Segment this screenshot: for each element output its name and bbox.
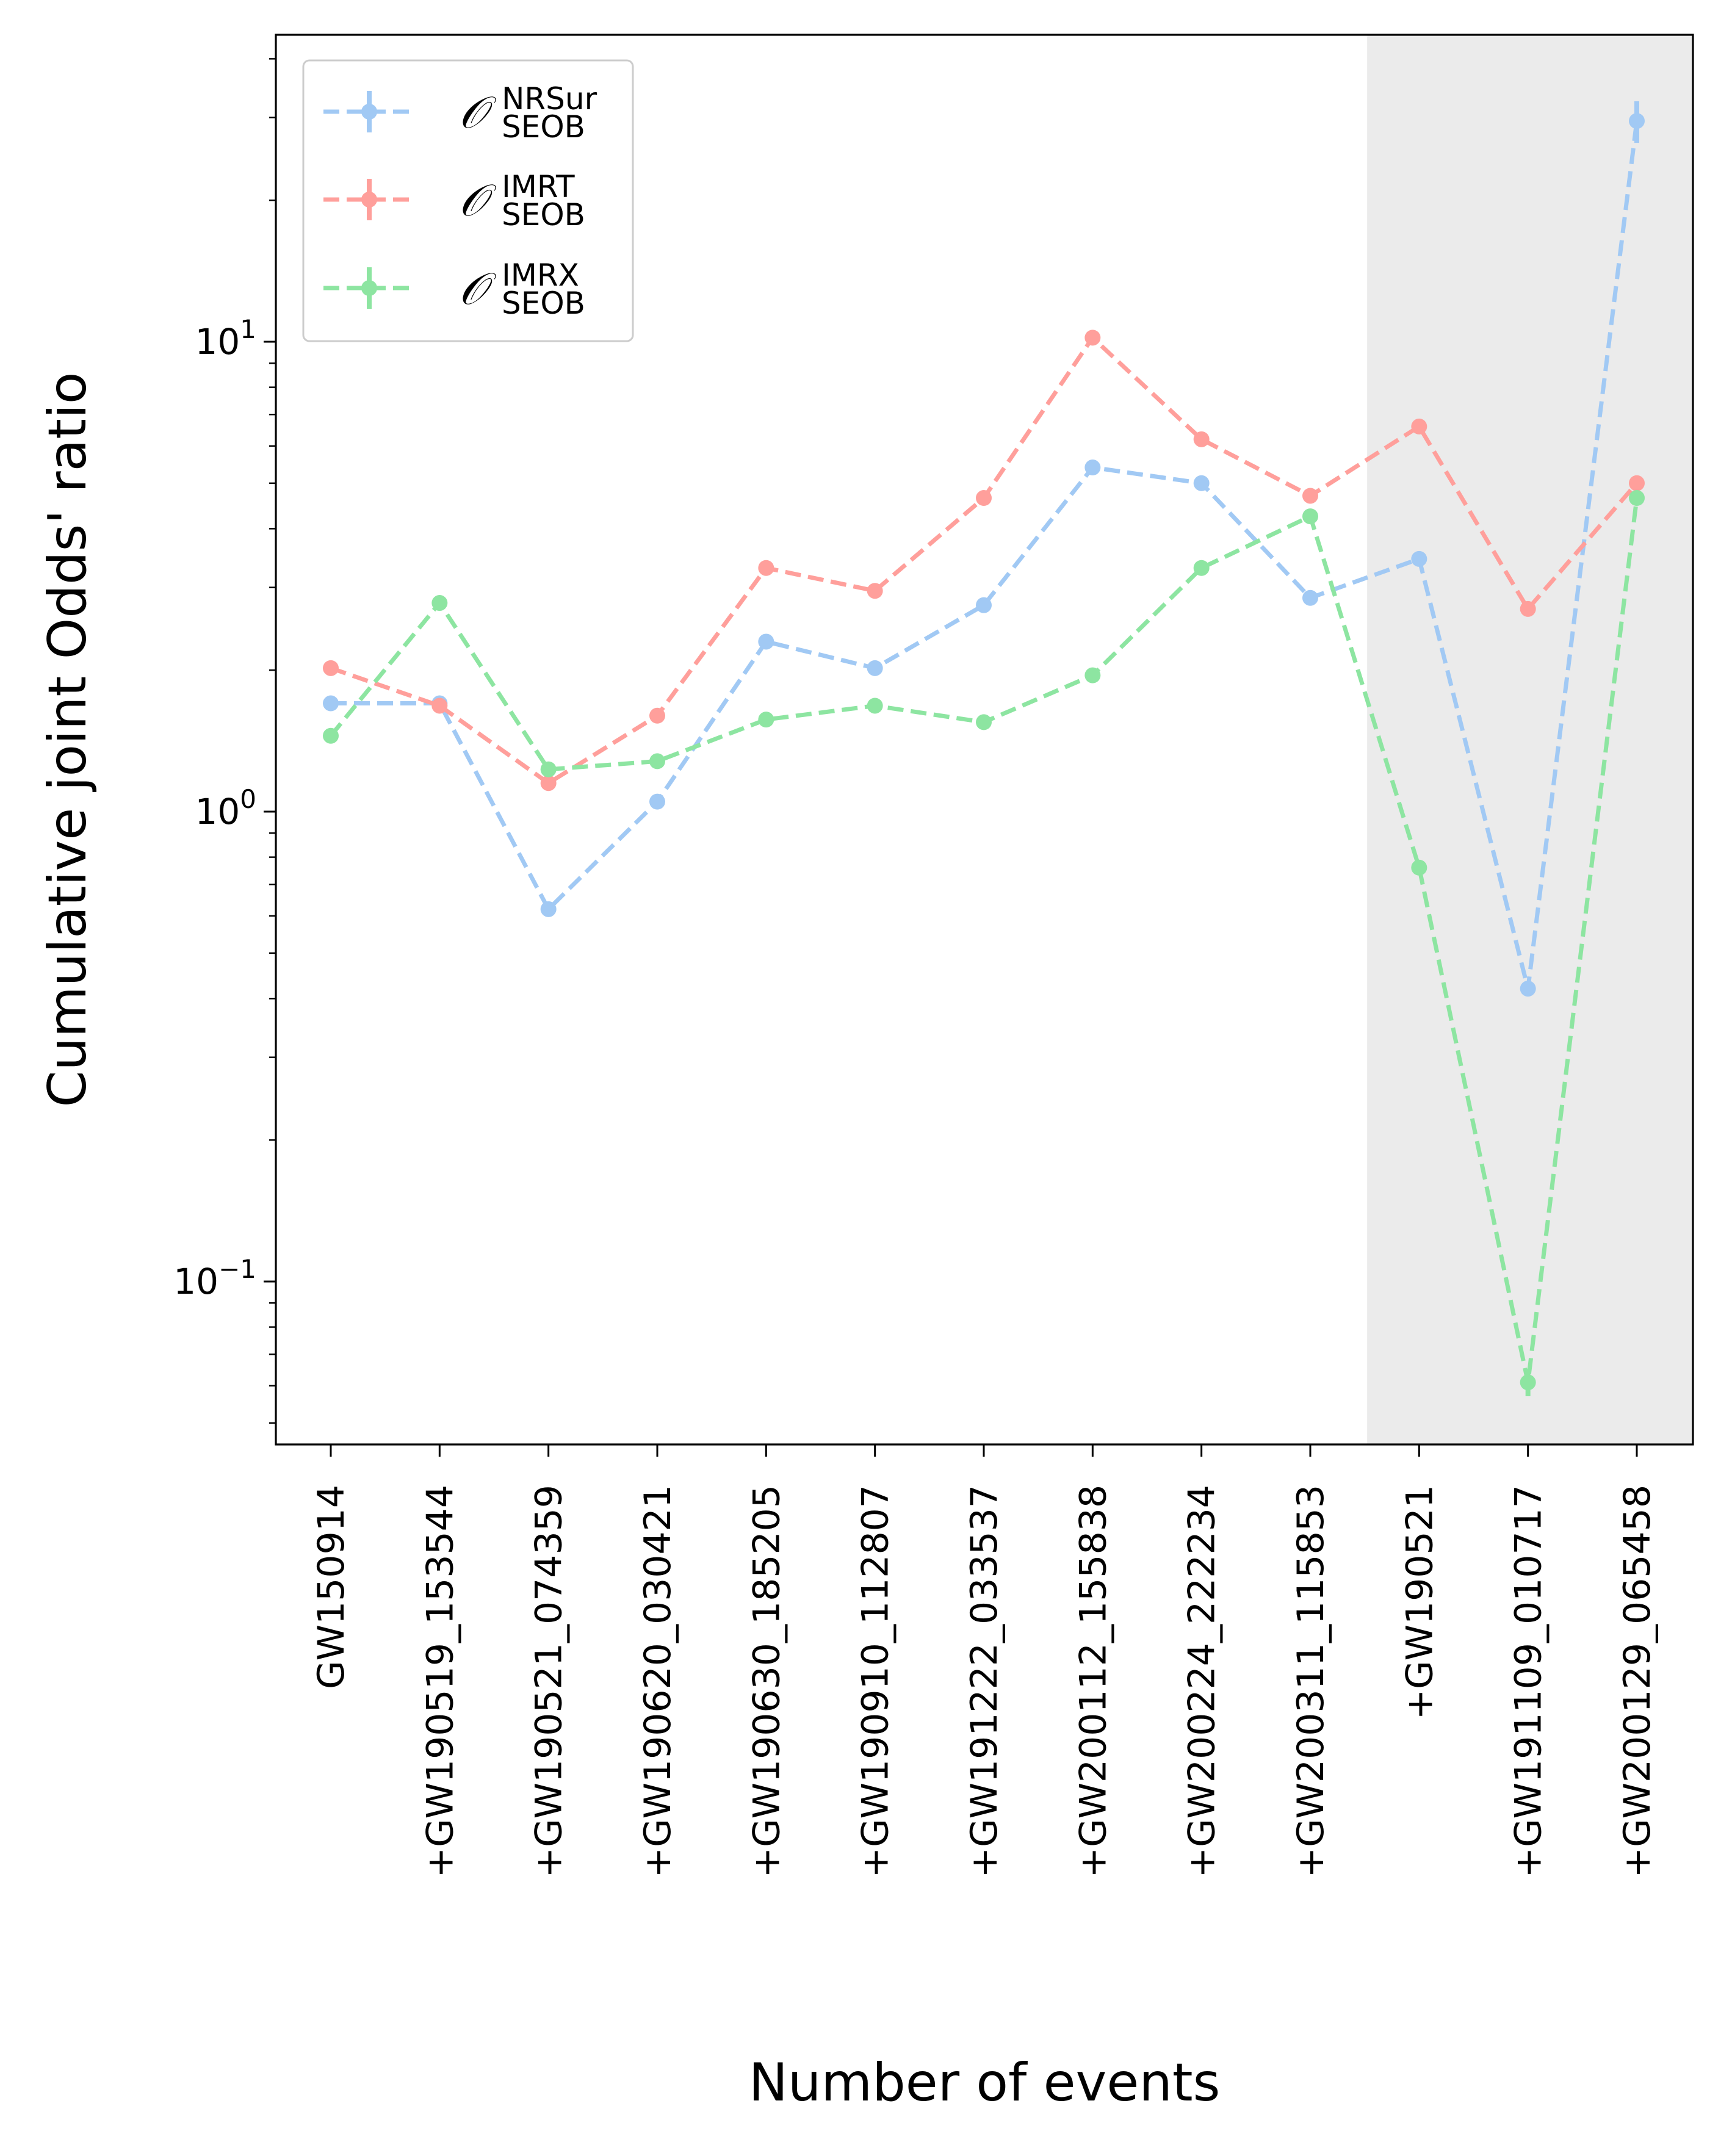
data-point — [431, 698, 448, 714]
x-tick-label: +GW190910_112807 — [854, 1485, 897, 1878]
legend-marker — [361, 192, 377, 207]
legend-superscript: IMRT — [502, 169, 575, 204]
data-point — [1302, 488, 1318, 504]
data-point — [1629, 490, 1645, 507]
data-point — [1520, 1374, 1536, 1391]
x-tick-label: +GW190521 — [1398, 1485, 1441, 1720]
data-point — [1629, 475, 1645, 491]
data-point — [758, 633, 774, 650]
axes-frame — [275, 34, 1694, 1446]
y-tick-label: 101 — [195, 314, 256, 362]
data-point — [1411, 859, 1427, 876]
data-point — [1411, 418, 1427, 434]
data-point — [1193, 431, 1210, 447]
data-point — [649, 793, 665, 810]
data-point — [758, 560, 774, 576]
data-point — [867, 660, 883, 676]
data-point — [1193, 560, 1210, 576]
legend-marker — [361, 104, 377, 120]
data-point — [1084, 330, 1101, 346]
data-point — [1520, 981, 1536, 997]
y-tick-exponent: 1 — [240, 314, 256, 344]
series-imrt — [323, 330, 1645, 791]
x-tick-label: +GW200311_115853 — [1290, 1485, 1332, 1878]
data-point — [1084, 667, 1101, 683]
series-imrx — [323, 490, 1645, 1396]
x-tick-label: +GW190630_185205 — [745, 1485, 788, 1878]
y-tick-exponent: −1 — [218, 1254, 256, 1284]
x-tick-label: +GW191109_010717 — [1507, 1485, 1550, 1878]
x-tick-label: GW150914 — [310, 1485, 353, 1689]
data-point — [1302, 508, 1318, 525]
data-point — [540, 761, 557, 777]
y-axis-label: Cumulative joint Odds' ratio — [37, 372, 98, 1107]
x-tick-label: +GW190620_030421 — [637, 1485, 679, 1878]
data-point — [1411, 550, 1427, 567]
data-point — [867, 583, 883, 599]
x-tick-label: +GW190519_153544 — [419, 1485, 461, 1878]
data-point — [649, 707, 665, 724]
legend-marker — [361, 280, 377, 296]
data-point — [976, 714, 992, 730]
data-point — [1193, 475, 1210, 491]
data-point — [1302, 589, 1318, 606]
y-tick-label: 100 — [195, 784, 256, 832]
data-point — [649, 753, 665, 770]
data-point — [1629, 113, 1645, 129]
data-point — [758, 712, 774, 728]
data-point — [323, 727, 339, 744]
y-tick-base: 10 — [173, 1261, 218, 1302]
legend-box — [302, 59, 634, 342]
legend-subscript: SEOB — [502, 109, 585, 145]
x-tick-label: +GW200224_222234 — [1181, 1485, 1224, 1878]
legend-subscript: SEOB — [502, 286, 585, 321]
y-tick-label: 10−1 — [173, 1254, 256, 1302]
y-tick-base: 10 — [195, 791, 240, 832]
data-point — [1084, 460, 1101, 476]
x-axis-label: Number of events — [749, 2052, 1221, 2113]
legend-subscript: SEOB — [502, 197, 585, 233]
data-point — [323, 695, 339, 712]
x-tick-label: +GW200112_155838 — [1072, 1485, 1114, 1878]
legend-superscript: NRSur — [502, 81, 597, 117]
data-point — [540, 775, 557, 791]
data-point — [976, 490, 992, 507]
x-tick-label: +GW190521_074359 — [528, 1485, 571, 1878]
data-point — [976, 597, 992, 613]
data-point — [867, 698, 883, 714]
y-tick-base: 10 — [195, 321, 240, 362]
y-tick-exponent: 0 — [240, 784, 256, 814]
legend-superscript: IMRX — [502, 258, 579, 293]
shaded-region — [1367, 35, 1693, 1444]
data-point — [431, 595, 448, 611]
x-tick-label: +GW191222_033537 — [963, 1485, 1006, 1878]
data-point — [1520, 600, 1536, 617]
x-tick-label: +GW200129_065458 — [1616, 1485, 1659, 1878]
data-point — [323, 660, 339, 676]
data-point — [540, 901, 557, 917]
